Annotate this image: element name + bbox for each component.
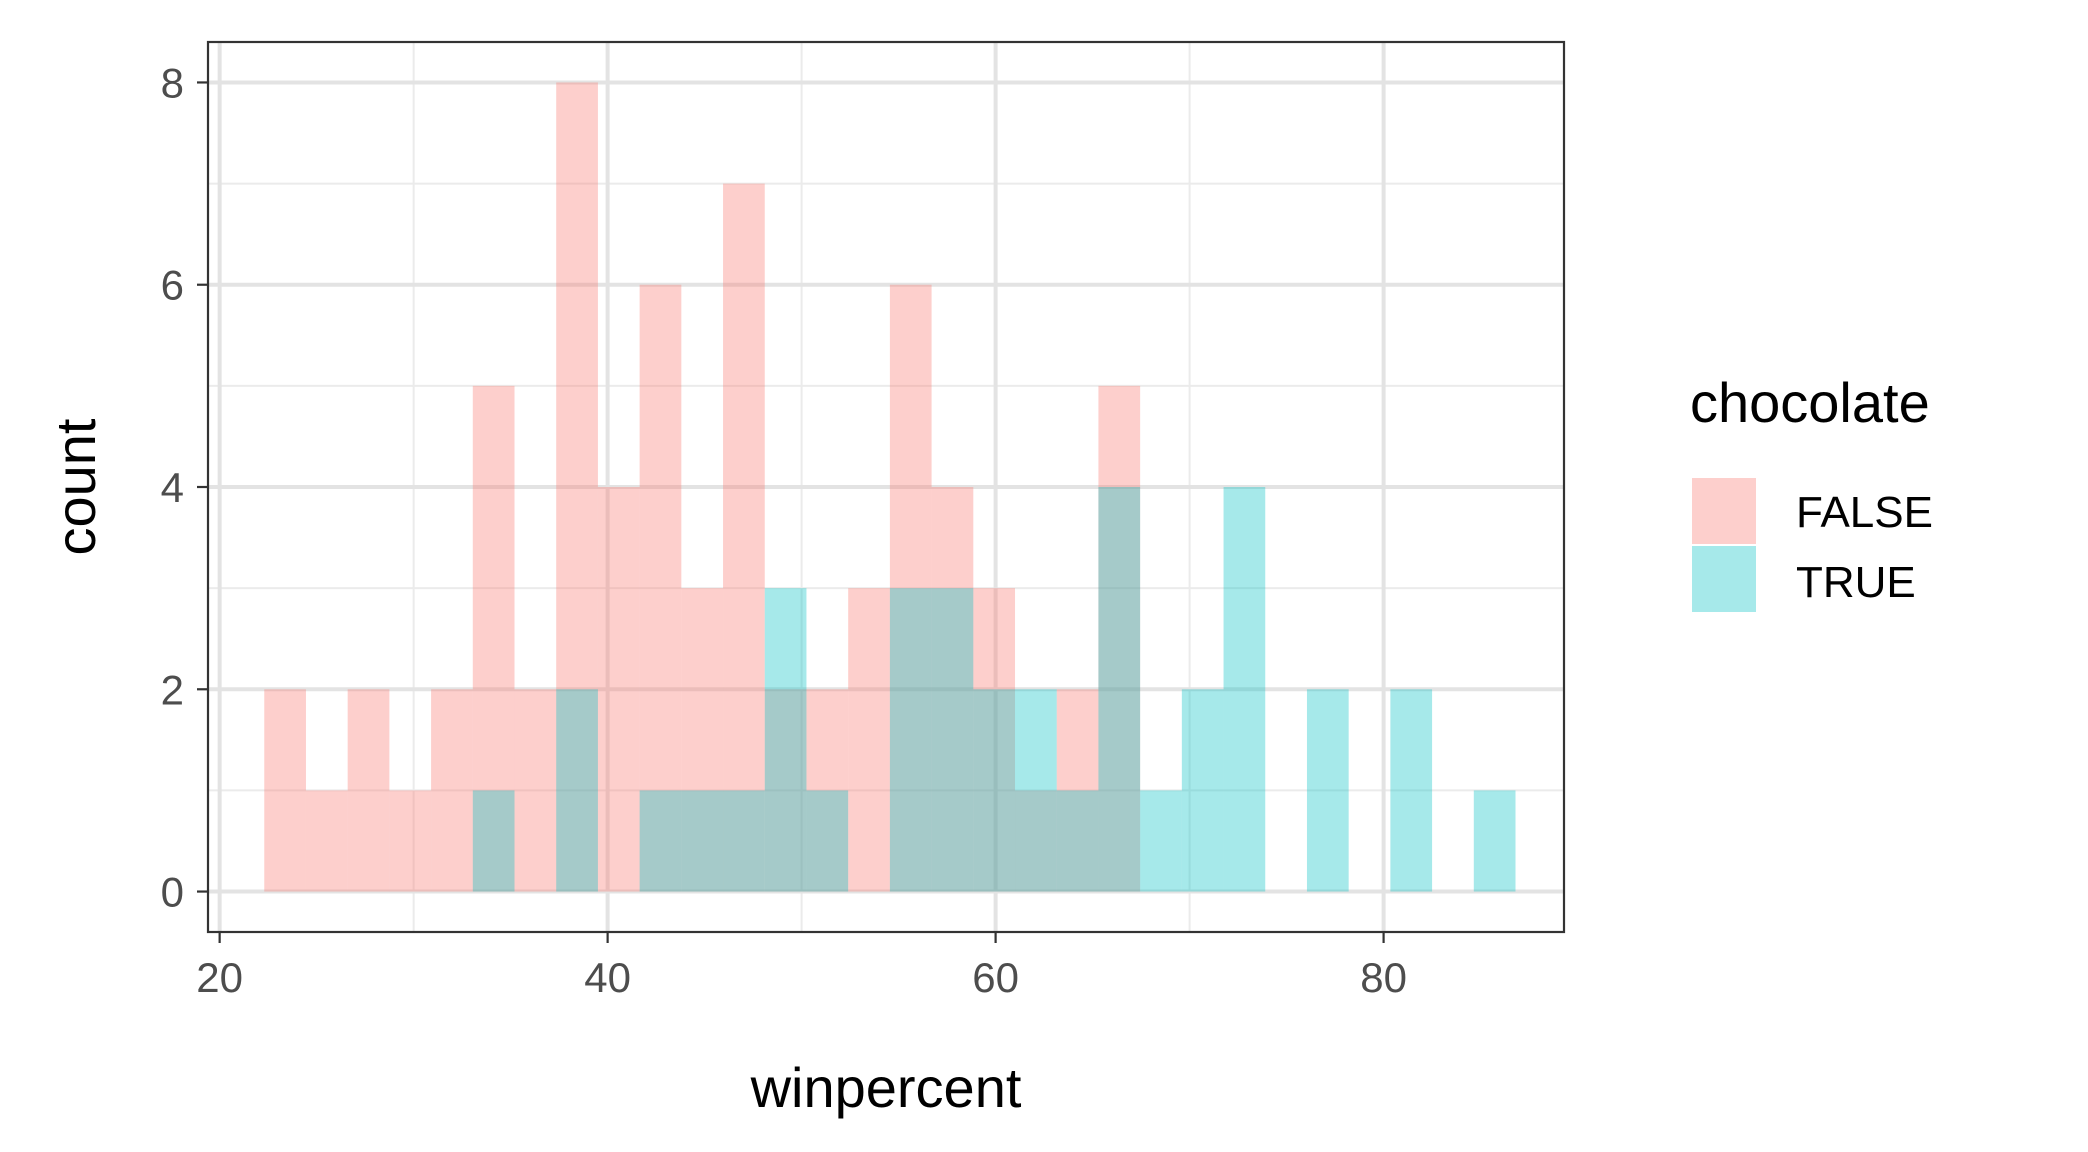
legend-label-true: TRUE <box>1796 558 1916 607</box>
y-tick-label: 2 <box>161 666 184 713</box>
histogram-bar-true <box>1140 790 1182 892</box>
x-tick-label: 80 <box>1360 954 1407 1001</box>
histogram-bar-true <box>806 790 849 892</box>
histogram-bar-false <box>848 588 890 892</box>
histogram-bar-true <box>723 790 765 892</box>
y-tick-label: 0 <box>161 869 184 916</box>
histogram-bar-true <box>764 588 807 892</box>
legend-title: chocolate <box>1690 371 1930 434</box>
histogram-bar-false <box>472 385 515 892</box>
histogram-bar-true <box>1223 487 1266 892</box>
histogram-bar-false <box>931 487 974 892</box>
y-axis-title: count <box>44 418 107 555</box>
y-tick-label: 6 <box>161 262 184 309</box>
histogram-bar-false <box>973 588 1016 892</box>
histogram-bar-false <box>389 790 432 892</box>
histogram-bar-false <box>806 689 849 892</box>
x-tick-label: 60 <box>972 954 1019 1001</box>
histogram-bar-true <box>1098 487 1141 892</box>
histogram-bar-true <box>1390 689 1433 892</box>
histogram-bar-false <box>681 588 724 892</box>
histogram-bar-false <box>889 284 932 892</box>
y-tick-label: 4 <box>161 464 184 511</box>
legend-key-true <box>1692 546 1756 612</box>
histogram-bar-false <box>1098 385 1141 892</box>
histogram-bar-false <box>1015 790 1057 892</box>
histogram-bar-false <box>723 183 765 892</box>
histogram-bar-false <box>597 487 640 892</box>
histogram-bar-false <box>764 689 807 892</box>
legend-key-false <box>1692 478 1756 544</box>
histogram-bar-true <box>681 790 724 892</box>
histogram-bar-true <box>973 689 1016 892</box>
x-tick-label: 20 <box>196 954 243 1001</box>
histogram-bar-true <box>1015 689 1057 892</box>
histogram-bar-false <box>639 284 682 892</box>
legend-label-false: FALSE <box>1796 488 1933 537</box>
x-tick-label: 40 <box>584 954 631 1001</box>
histogram-bar-true <box>931 588 974 892</box>
histogram-bar-false <box>1056 689 1099 892</box>
histogram-bars <box>264 82 1516 892</box>
legend: chocolate FALSE TRUE <box>1690 371 1933 612</box>
histogram-bar-true <box>1473 790 1516 892</box>
histogram-bar-true <box>1181 689 1224 892</box>
histogram-bar-true <box>1056 790 1099 892</box>
histogram-bar-true <box>1306 689 1349 892</box>
histogram-bar-false <box>514 689 557 892</box>
histogram-bar-true <box>556 689 598 892</box>
histogram-bar-true <box>472 790 515 892</box>
y-tick-label: 8 <box>161 59 184 106</box>
major-gridlines <box>208 42 1564 932</box>
histogram-bar-false <box>431 689 473 892</box>
axis-ticks <box>197 81 1385 943</box>
histogram-bar-true <box>889 588 932 892</box>
x-axis-title: winpercent <box>750 1056 1022 1119</box>
histogram-bar-false <box>347 689 390 892</box>
tick-labels: 20 40 60 80 0 2 4 6 8 <box>161 59 1407 1001</box>
histogram-bar-false <box>264 689 306 892</box>
histogram-bar-false <box>556 82 598 892</box>
histogram-bar-true <box>639 790 682 892</box>
histogram-bar-false <box>305 790 348 892</box>
